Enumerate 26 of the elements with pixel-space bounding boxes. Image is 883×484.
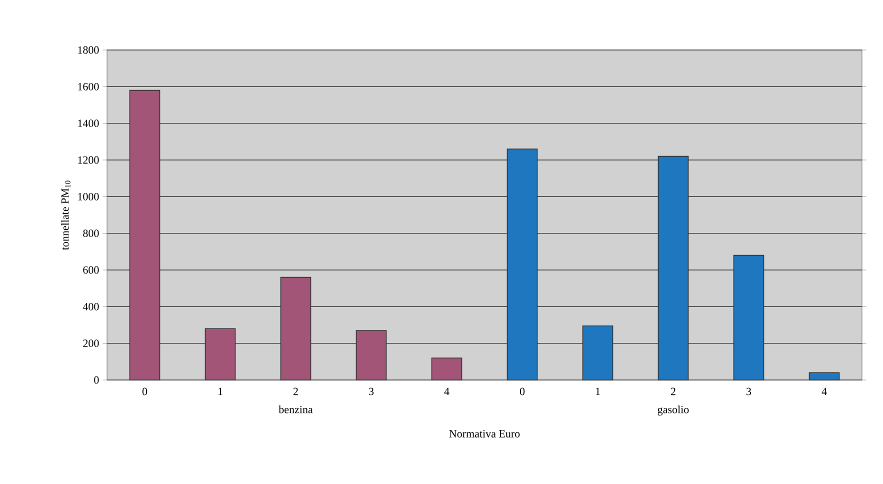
x-tick-label: 2: [293, 388, 298, 396]
y-tick-label: 1600: [78, 82, 99, 90]
y-tick-label: 1800: [78, 46, 99, 54]
x-tick-label: 3: [369, 388, 374, 396]
x-tick-label: 0: [142, 388, 148, 396]
text: benzina: [278, 406, 313, 414]
x-tick-label: 1: [596, 388, 600, 396]
y-tick-label: 600: [83, 266, 99, 274]
bar: [431, 358, 462, 380]
x-axis-title: Normativa Euro: [449, 430, 520, 438]
y-tick-label: 0: [94, 376, 99, 384]
y-tick-label: 400: [82, 302, 99, 310]
x-tick-label: 4: [822, 388, 827, 396]
y-tick-label: 1400: [78, 120, 99, 128]
y-tick-label: 800: [83, 230, 99, 238]
bar: [808, 372, 840, 380]
x-tick-label: 3: [746, 388, 752, 396]
y-tick-label: 1200: [78, 156, 99, 164]
y-tick-label: 200: [83, 340, 99, 348]
x-tick-label: 4: [444, 388, 450, 396]
y-tick-label: 1000: [78, 192, 99, 200]
x-tick-label: 1: [218, 388, 222, 396]
y-axis-title: tonnellate PM$_{10}$: [61, 180, 70, 250]
x-tick-label: 2: [670, 388, 676, 396]
text: gasolio: [658, 406, 689, 416]
x-tick-label: 0: [520, 388, 525, 396]
